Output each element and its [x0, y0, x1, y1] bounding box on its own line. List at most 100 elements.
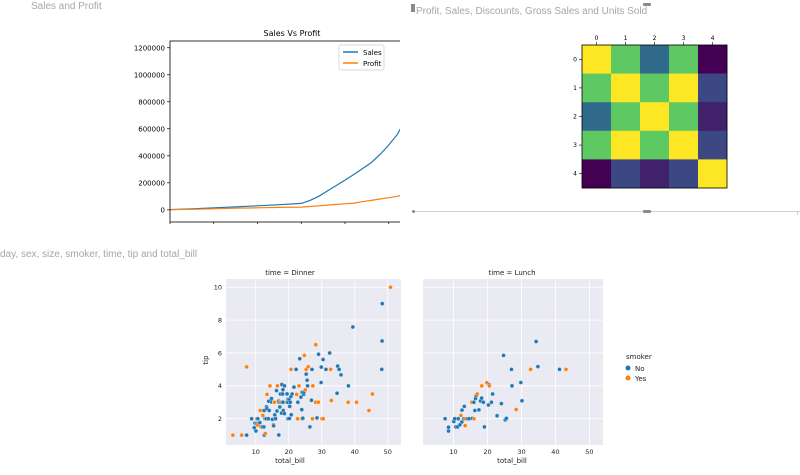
heatmap-y-tick-label: 1: [573, 85, 577, 92]
scatter-point-smoker-no: [472, 408, 478, 413]
scatter-point-smoker-no: [350, 324, 356, 330]
scatter-point-smoker-yes: [458, 413, 464, 418]
scatter-point-smoker-no: [320, 357, 326, 362]
heatmap-cell: [640, 102, 670, 132]
y-tick-label: 0: [161, 206, 165, 214]
top-drag-grip-icon[interactable]: [643, 3, 651, 6]
heatmap-x-tick-label: 4: [711, 35, 715, 42]
facet-x-tick-label: 50: [384, 448, 392, 456]
heatmap-cell: [698, 130, 728, 160]
scatter-point-smoker-no: [318, 380, 324, 385]
x-axis-label-lunch: total_bill: [497, 457, 527, 465]
scatter-point-smoker-no: [280, 400, 286, 405]
heatmap-cell: [582, 159, 612, 189]
scatter-point-smoker-no: [456, 416, 461, 421]
heatmap-cell: [669, 102, 699, 132]
facet-x-tick-label: 30: [318, 448, 326, 456]
scatter-point-smoker-yes: [310, 416, 315, 421]
line-chart-frame: [169, 40, 400, 223]
scatter-point-smoker-yes: [471, 416, 477, 421]
scatter-point-smoker-no: [380, 301, 385, 306]
scatter-point-smoker-no: [282, 411, 287, 416]
scatter-point-smoker-yes: [388, 285, 393, 290]
scatter-point-smoker-no: [442, 416, 448, 421]
scatter-point-smoker-no: [499, 401, 504, 406]
scatter-point-smoker-yes: [264, 392, 270, 397]
facet-y-tick-label: 8: [218, 316, 222, 324]
scatter-point-smoker-yes: [275, 383, 280, 388]
legend-sales-label: Sales: [363, 49, 382, 57]
scatter-point-smoker-no: [304, 378, 310, 383]
scatter-point-smoker-yes: [244, 364, 249, 370]
scatter-point-smoker-no: [338, 372, 344, 377]
scatter-point-smoker-yes: [354, 400, 359, 405]
scatter-point-smoker-no: [295, 400, 300, 405]
scatter-point-smoker-yes: [306, 364, 311, 369]
panel-right-edge: [797, 211, 798, 215]
scatter-point-smoker-no: [557, 367, 562, 372]
scatter-point-smoker-no: [297, 356, 302, 361]
scatter-point-smoker-yes: [475, 391, 480, 397]
heatmap-cell: [698, 73, 728, 103]
scatter-point-smoker-yes: [528, 367, 533, 372]
scatter-point-smoker-no: [489, 400, 494, 405]
divider-drag-grip-icon[interactable]: [643, 210, 651, 213]
scatter-point-smoker-no: [346, 383, 351, 388]
legend-no-marker: [625, 365, 631, 371]
scatter-point-smoker-no: [471, 400, 477, 405]
facet-x-tick-label: 40: [351, 448, 359, 456]
scatter-point-smoker-no: [316, 352, 321, 357]
line-chart-legend: Sales Profit: [338, 44, 385, 71]
scatter-point-smoker-no: [288, 400, 293, 405]
scatter-point-smoker-yes: [328, 367, 333, 372]
scatter-point-smoker-no: [314, 415, 320, 421]
scatter-point-smoker-yes: [563, 367, 569, 372]
heatmap-cell: [669, 159, 699, 189]
heatmap-y-tick-label: 4: [573, 171, 577, 178]
scatter-point-smoker-no: [379, 367, 384, 372]
scatter-point-smoker-no: [255, 416, 260, 421]
panel-resize-handle-icon[interactable]: [411, 4, 415, 12]
heatmap-x-tick-label: 0: [595, 35, 599, 42]
heatmap-cell: [582, 102, 612, 132]
scatter-point-smoker-no: [305, 383, 310, 388]
heatmap-y-tick-label: 3: [573, 142, 577, 149]
divider-left-handle-icon[interactable]: [412, 210, 415, 213]
heatmap-cell: [611, 159, 641, 189]
scatter-point-smoker-no: [519, 398, 525, 403]
correlation-heatmap: 0 1 2 3 4 0 1 2 3 4: [573, 35, 728, 189]
scatter-point-smoker-no: [334, 391, 340, 396]
x-axis-label-dinner: total_bill: [275, 457, 305, 465]
scatter-point-smoker-no: [309, 398, 314, 403]
scatter-point-smoker-no: [446, 428, 451, 434]
scatter-point-smoker-yes: [302, 353, 307, 358]
line-series-sales: [169, 128, 400, 211]
scatter-point-smoker-no: [273, 416, 278, 421]
scatter-point-smoker-no: [336, 367, 342, 372]
scatter-point-smoker-yes: [313, 342, 318, 347]
heatmap-cell: [669, 73, 699, 103]
heatmap-cell: [640, 45, 670, 74]
scatter-point-smoker-no: [291, 384, 297, 390]
tips-facet-scatter: time = Dinner time = Lunch 10 20 30 40 50 2 4 6…: [202, 269, 652, 465]
legend-yes-marker: [625, 375, 631, 381]
line-chart-title: Sales Vs Profit: [264, 29, 321, 38]
scatter-point-smoker-no: [267, 408, 272, 413]
scatter-point-smoker-no: [274, 408, 280, 414]
heatmap-cell: [611, 130, 641, 160]
scatter-point-smoker-no: [289, 391, 295, 397]
scatter-point-smoker-no: [462, 404, 467, 409]
scatter-point-smoker-yes: [303, 387, 308, 393]
scatter-point-smoker-yes: [295, 416, 300, 421]
scatter-point-smoker-no: [274, 388, 279, 393]
heatmap-cell: [669, 130, 699, 160]
facet-x-tick-label: 40: [551, 448, 559, 456]
scatter-point-smoker-no: [299, 407, 304, 412]
line-chart-plot-area: [170, 41, 400, 222]
heatmap-cell: [669, 45, 699, 74]
scatter-point-smoker-yes: [239, 432, 244, 438]
scatter-point-smoker-yes: [316, 400, 321, 405]
facet-x-tick-label: 10: [252, 448, 260, 456]
scatter-point-smoker-no: [266, 416, 271, 421]
y-tick-label: 1200000: [134, 44, 165, 52]
